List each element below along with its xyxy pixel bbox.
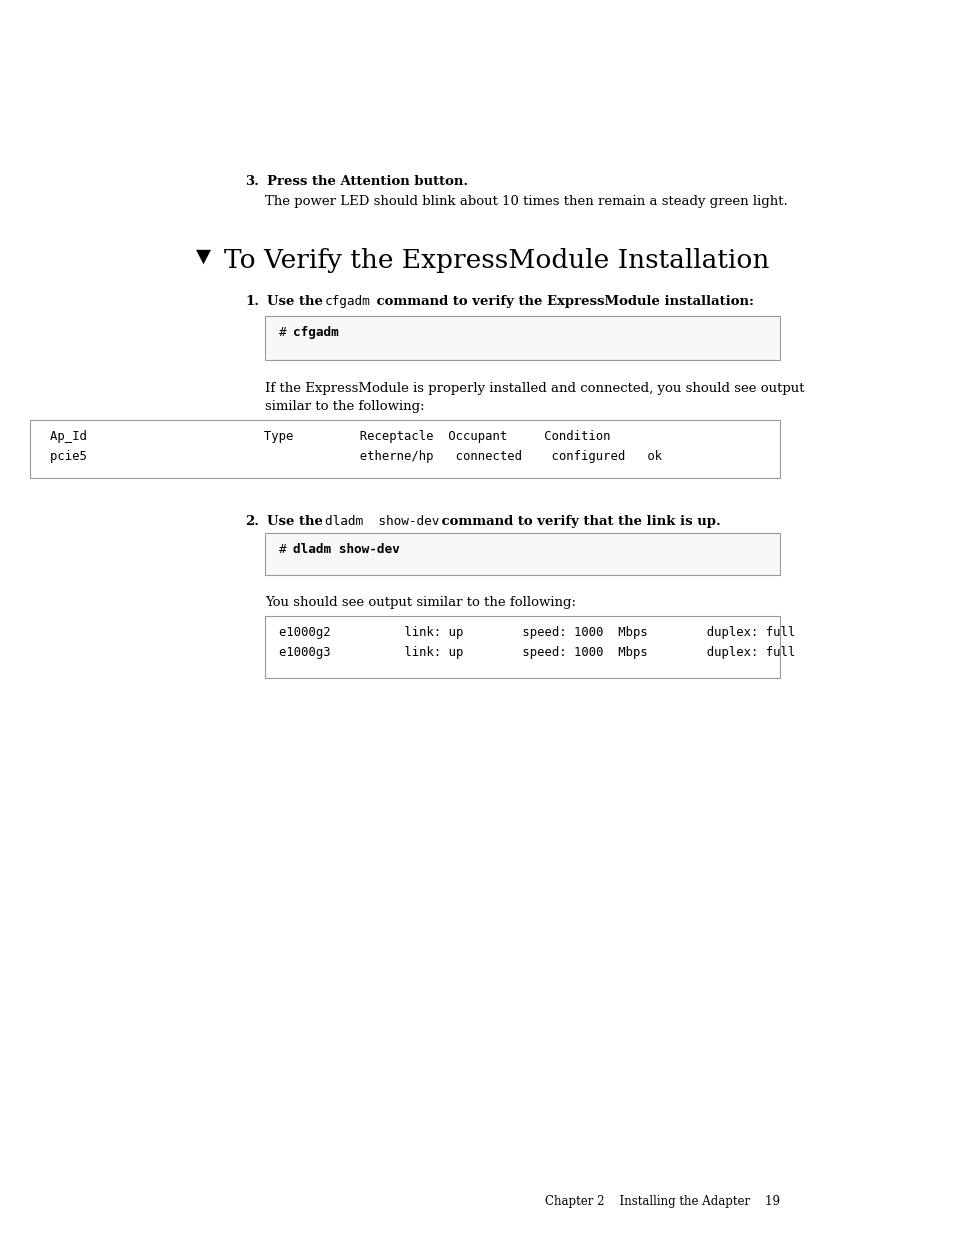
Text: e1000g3          link: up        speed: 1000  Mbps        duplex: full: e1000g3 link: up speed: 1000 Mbps duplex… — [278, 646, 795, 659]
Text: ▼: ▼ — [195, 248, 211, 266]
Text: 3.: 3. — [245, 175, 258, 188]
Text: command to verify the ExpressModule installation:: command to verify the ExpressModule inst… — [372, 295, 753, 308]
Text: You should see output similar to the following:: You should see output similar to the fol… — [265, 597, 576, 609]
Text: Use the: Use the — [267, 515, 327, 529]
Text: 1.: 1. — [245, 295, 258, 308]
Text: cfgadm: cfgadm — [325, 295, 371, 308]
Text: #: # — [278, 326, 294, 338]
Text: Ap_Id                        Type         Receptacle  Occupant     Condition: Ap_Id Type Receptacle Occupant Condition — [50, 430, 610, 443]
Text: dladm show-dev: dladm show-dev — [293, 543, 399, 556]
Text: 2.: 2. — [245, 515, 258, 529]
Text: similar to the following:: similar to the following: — [265, 400, 424, 412]
Text: Chapter 2    Installing the Adapter    19: Chapter 2 Installing the Adapter 19 — [544, 1195, 780, 1208]
Text: pcie5                                     etherne/hp   connected    configured  : pcie5 etherne/hp connected configured — [50, 450, 661, 463]
Text: If the ExpressModule is properly installed and connected, you should see output: If the ExpressModule is properly install… — [265, 382, 803, 395]
Text: command to verify that the link is up.: command to verify that the link is up. — [436, 515, 720, 529]
Bar — [30, 420, 780, 478]
Text: To Verify the ExpressModule Installation: To Verify the ExpressModule Installation — [224, 248, 768, 273]
Text: cfgadm: cfgadm — [293, 326, 338, 338]
Bar — [265, 316, 780, 359]
Text: e1000g2          link: up        speed: 1000  Mbps        duplex: full: e1000g2 link: up speed: 1000 Mbps duplex… — [278, 626, 795, 638]
Text: Press the Attention button.: Press the Attention button. — [267, 175, 468, 188]
Text: dladm  show-dev: dladm show-dev — [325, 515, 439, 529]
Text: The power LED should blink about 10 times then remain a steady green light.: The power LED should blink about 10 time… — [265, 195, 787, 207]
Text: Use the: Use the — [267, 295, 327, 308]
Bar — [265, 616, 780, 678]
Text: #: # — [278, 543, 294, 556]
Bar — [265, 534, 780, 576]
